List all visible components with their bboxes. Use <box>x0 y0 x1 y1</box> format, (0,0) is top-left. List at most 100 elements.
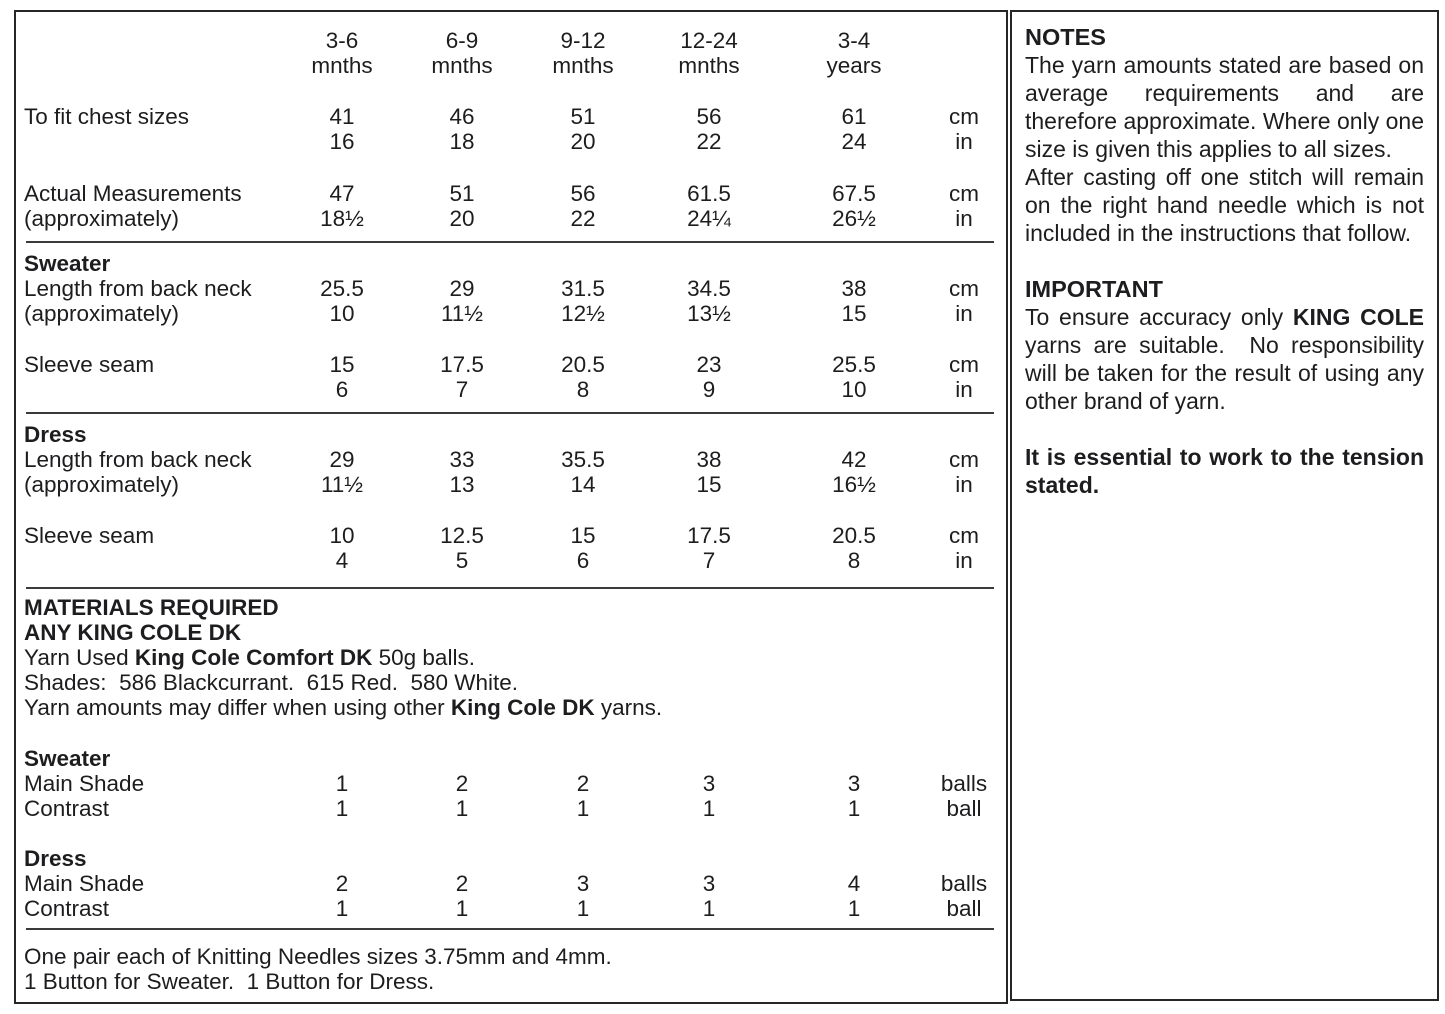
row-label: Sleeve seam <box>24 523 282 573</box>
value-cm: 46 <box>449 104 475 129</box>
unit-balls: ball <box>946 796 982 821</box>
value-in: 14 <box>570 472 596 497</box>
value-in: 24¼ <box>687 206 731 231</box>
unit-in: in <box>955 129 973 154</box>
value-cm: 34.5 <box>687 276 731 301</box>
value-cm: 20.5 <box>832 523 876 548</box>
value-cm: 29 <box>329 447 355 472</box>
value-cell: 61.5 24¼ <box>644 181 774 231</box>
sweater-materials-heading: Sweater <box>24 746 111 771</box>
value-in: 15 <box>841 301 867 326</box>
value-cell: 47 18½ <box>282 181 402 231</box>
value-cell: 20.5 8 <box>522 352 644 402</box>
value-cm: 56 <box>696 104 722 129</box>
size-unit-label: years <box>826 53 882 78</box>
row-label-line1: To fit chest sizes <box>24 104 190 129</box>
value-cell: 42 16½ <box>774 447 934 497</box>
unit-balls: balls <box>940 771 988 796</box>
value-cm: 25.5 <box>832 352 876 377</box>
table-row-actual: Actual Measurements (approximately) 47 18… <box>16 181 1006 231</box>
value-cell: 17.5 7 <box>402 352 522 402</box>
unit-cell: cm in <box>934 276 994 326</box>
row-label-line1: Length from back neck <box>24 447 252 472</box>
ball-count: 4 <box>847 871 861 896</box>
value-in: 16½ <box>832 472 876 497</box>
needles-line: One pair each of Knitting Needles sizes … <box>24 944 612 969</box>
value-cm: 61.5 <box>687 181 731 206</box>
size-unit-label: mnths <box>311 53 373 78</box>
value-in: 7 <box>455 377 469 402</box>
yarn-note-post: yarns. <box>594 695 663 720</box>
unit-cell: cm in <box>934 104 994 154</box>
value-in: 8 <box>576 377 590 402</box>
row-label: Main Shade <box>24 771 145 796</box>
value-in: 11½ <box>320 472 364 497</box>
value-cm: 61 <box>841 104 867 129</box>
value-cell: 41 16 <box>282 104 402 154</box>
value-cm: 51 <box>570 104 596 129</box>
materials-row-sweater-contrast: Contrast 1 1 1 1 1 ball <box>16 796 1006 821</box>
value-in: 4 <box>335 548 349 573</box>
value-cell: 10 4 <box>282 523 402 573</box>
value-cm: 12.5 <box>440 523 484 548</box>
value-cm: 35.5 <box>561 447 605 472</box>
unit-balls: balls <box>940 871 988 896</box>
value-cm: 10 <box>329 523 355 548</box>
notes-heading: NOTES <box>1025 24 1106 50</box>
dress-section-heading: Dress <box>24 422 87 447</box>
ball-count: 3 <box>847 771 861 796</box>
value-in: 9 <box>702 377 716 402</box>
value-cm: 51 <box>449 181 475 206</box>
value-cell: 46 18 <box>402 104 522 154</box>
value-cell: 35.5 14 <box>522 447 644 497</box>
tension-note: It is essential to work to the tension s… <box>1025 444 1424 498</box>
value-cell: 67.5 26½ <box>774 181 934 231</box>
value-in: 22 <box>570 206 596 231</box>
value-cell: 25.5 10 <box>282 276 402 326</box>
value-cm: 42 <box>841 447 867 472</box>
value-cm: 17.5 <box>687 523 731 548</box>
unit-cm: cm <box>949 181 979 206</box>
unit-cell: cm in <box>934 447 994 497</box>
value-in: 6 <box>576 548 590 573</box>
row-label-line1: Sleeve seam <box>24 352 155 377</box>
value-cell: 51 20 <box>402 181 522 231</box>
row-label: To fit chest sizes <box>24 104 282 154</box>
section-divider <box>26 412 994 414</box>
ball-count: 1 <box>335 796 349 821</box>
ball-count: 2 <box>455 871 469 896</box>
unit-in: in <box>955 548 973 573</box>
materials-row-dress-contrast: Contrast 1 1 1 1 1 ball <box>16 896 1006 921</box>
important-paragraph: To ensure accuracy only KING COLE yarns … <box>1025 303 1424 415</box>
size-label: 6-9 <box>445 28 479 53</box>
ball-count: 1 <box>335 896 349 921</box>
ball-count: 1 <box>335 771 349 796</box>
value-in: 5 <box>455 548 469 573</box>
size-label: 12-24 <box>680 28 738 53</box>
important-brand: KING COLE <box>1292 304 1425 330</box>
value-cell: 29 11½ <box>402 276 522 326</box>
yarn-used-line: Yarn Used King Cole Comfort DK 50g balls… <box>16 645 1006 670</box>
ball-count: 3 <box>576 871 590 896</box>
value-in: 8 <box>847 548 861 573</box>
size-label: 3-6 <box>325 28 359 53</box>
value-in: 18½ <box>320 206 364 231</box>
unit-in: in <box>955 206 973 231</box>
notes-paragraph-2: After casting off one stitch will remain… <box>1025 164 1424 246</box>
value-cell: 51 20 <box>522 104 644 154</box>
spacer <box>1025 247 1424 275</box>
value-in: 6 <box>335 377 349 402</box>
yarn-note-pre: Yarn amounts may differ when using other <box>24 695 451 720</box>
value-in: 16 <box>329 129 355 154</box>
ball-count: 1 <box>455 796 469 821</box>
shades-line: Shades: 586 Blackcurrant. 615 Red. 580 W… <box>24 670 519 695</box>
row-label-line1: Length from back neck <box>24 276 252 301</box>
materials-subheading: ANY KING COLE DK <box>24 620 242 645</box>
value-cell: 15 6 <box>522 523 644 573</box>
size-table-panel: 3-6 mnths 6-9 mnths 9-12 mnths 12-24 mnt… <box>14 10 1008 1004</box>
value-cell: 29 11½ <box>282 447 402 497</box>
value-in: 24 <box>841 129 867 154</box>
section-divider <box>26 587 994 589</box>
value-cm: 25.5 <box>320 276 364 301</box>
table-row-dress-length: Length from back neck (approximately) 29… <box>16 447 1006 497</box>
